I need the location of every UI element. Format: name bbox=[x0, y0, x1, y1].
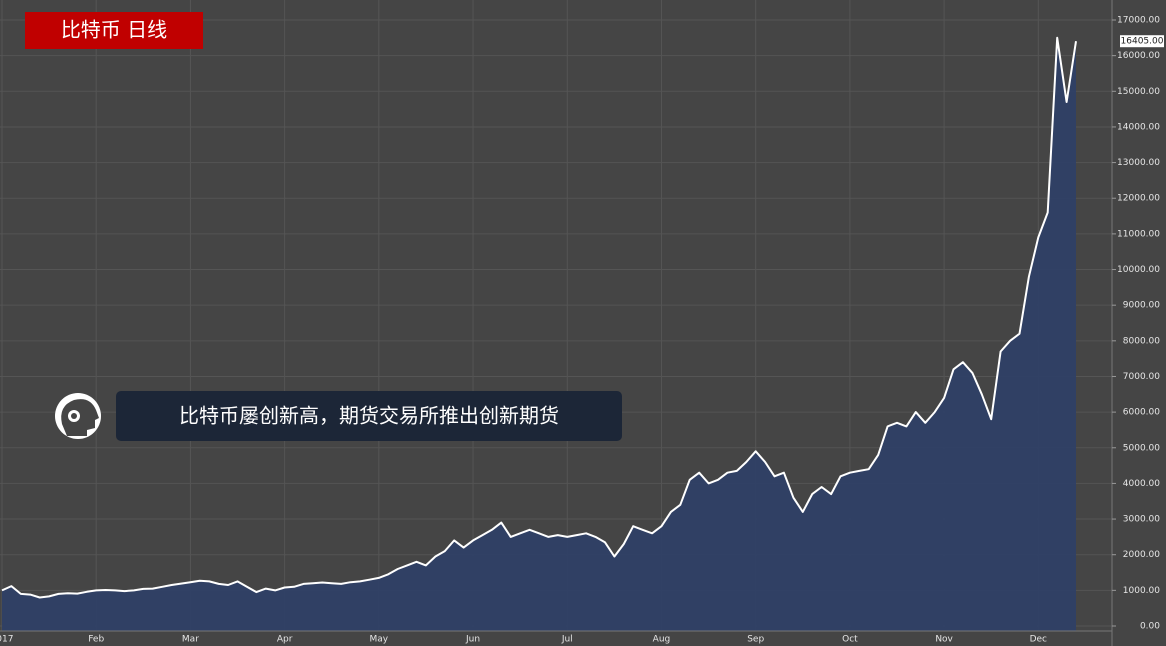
y-tick-label: 12000.00 bbox=[1117, 194, 1160, 204]
y-tick-label: 15000.00 bbox=[1117, 87, 1160, 97]
last-value-box bbox=[1120, 35, 1164, 48]
x-tick-label: 2017 bbox=[0, 635, 13, 645]
y-tick-label: 5000.00 bbox=[1123, 443, 1160, 453]
plot bbox=[1, 36, 1077, 632]
x-tick-label: Nov bbox=[935, 635, 953, 645]
annotation: 比特币屡创新高，期货交易所推出创新期货 bbox=[179, 404, 559, 428]
title-box bbox=[25, 12, 203, 49]
y-tick-label: 3000.00 bbox=[1123, 515, 1160, 525]
x-tick-label: Apr bbox=[277, 635, 293, 645]
x-tick-label: Jun bbox=[465, 635, 480, 645]
last-value-label: 16405.00 bbox=[1121, 37, 1164, 47]
y-tick-label: 2000.00 bbox=[1123, 550, 1160, 560]
y-tick-label: 13000.00 bbox=[1117, 158, 1160, 168]
annotation-box bbox=[116, 391, 622, 441]
y-tick-label: 4000.00 bbox=[1123, 479, 1160, 489]
x-tick-label: Oct bbox=[842, 635, 858, 645]
x-tick-label: Aug bbox=[653, 635, 671, 645]
x-tick-label: Feb bbox=[88, 635, 104, 645]
y-tick-label: 11000.00 bbox=[1117, 229, 1160, 239]
x-tick-label: Dec bbox=[1030, 635, 1047, 645]
y-tick-label: 16000.00 bbox=[1117, 51, 1160, 61]
y-tick-label: 6000.00 bbox=[1123, 408, 1160, 418]
grid bbox=[0, 0, 1112, 631]
y-tick-label: 9000.00 bbox=[1123, 301, 1160, 311]
y-tick-label: 14000.00 bbox=[1117, 122, 1160, 132]
x-tick-label: May bbox=[370, 635, 389, 645]
x-tick-label: Sep bbox=[747, 635, 764, 645]
line bbox=[1, 36, 1077, 599]
y-tick-label: 7000.00 bbox=[1123, 372, 1160, 382]
area bbox=[2, 37, 1076, 632]
y-tick-label: 10000.00 bbox=[1117, 265, 1160, 275]
y-tick-label: 0.00 bbox=[1140, 622, 1160, 632]
y-tick-label: 8000.00 bbox=[1123, 336, 1160, 346]
x-tick-label: Mar bbox=[182, 635, 199, 645]
axes: 0.00 1000.00 2000.00 3000.00 4000.00 5000.00 6… bbox=[0, 16, 1164, 645]
chart-title: 比特币 日线 bbox=[61, 18, 167, 42]
y-tick-label: 1000.00 bbox=[1123, 586, 1160, 596]
x-tick-label: Jul bbox=[561, 635, 573, 645]
y-tick-label: 17000.00 bbox=[1117, 16, 1160, 26]
logo-icon bbox=[55, 393, 101, 439]
